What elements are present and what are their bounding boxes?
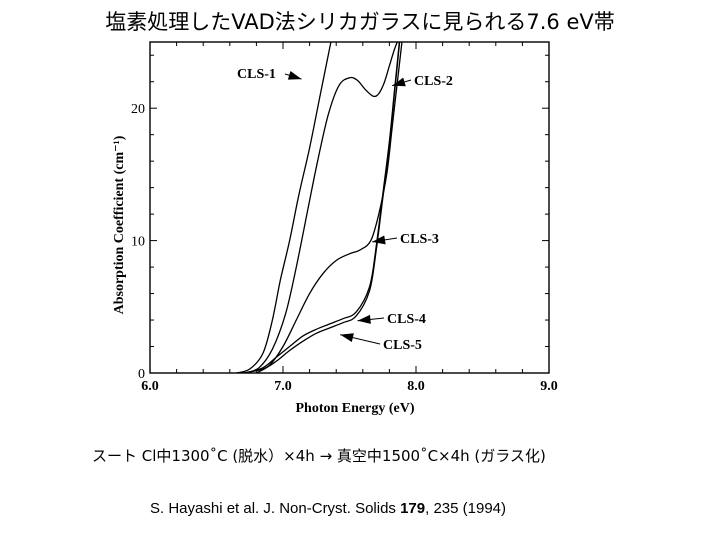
- series-line-cls-2: [245, 42, 398, 373]
- series-line-cls-4: [245, 42, 401, 373]
- series-group: [236, 42, 403, 373]
- y-axis-label: Absorption Coefficient (cm⁻¹): [112, 135, 127, 314]
- annotation-label: CLS-2: [414, 74, 453, 89]
- x-tick-label: 7.0: [274, 379, 292, 394]
- y-tick-label: 20: [131, 102, 145, 117]
- x-tick-label: 6.0: [141, 379, 159, 394]
- annotation-arrowhead: [357, 314, 371, 324]
- y-tick-label: 0: [138, 367, 145, 382]
- annotation-arrowhead: [392, 77, 406, 87]
- y-tick-label: 10: [131, 235, 145, 250]
- series-line-cls-3: [256, 42, 403, 373]
- citation-authors: S. Hayashi et al. J. Non-Cryst. Solids: [150, 500, 401, 517]
- x-axis-label: Photon Energy (eV): [296, 401, 415, 416]
- annotation-arrowhead: [287, 70, 302, 80]
- citation: S. Hayashi et al. J. Non-Cryst. Solids 1…: [150, 500, 506, 517]
- annotation-label: CLS-1: [237, 67, 276, 82]
- x-tick-label: 9.0: [540, 379, 558, 394]
- annotation-arrowhead: [340, 333, 354, 342]
- slide-title: 塩素処理したVAD法シリカガラスに見られる7.6 eV帯: [105, 10, 615, 34]
- series-line-cls-5: [242, 42, 401, 373]
- annotation-arrowhead: [372, 235, 386, 245]
- x-tick-label: 8.0: [407, 379, 425, 394]
- series-line-cls-1: [236, 42, 332, 373]
- plot-frame: [149, 41, 550, 374]
- citation-volume: 179: [400, 500, 426, 517]
- citation-pages: , 235 (1994): [425, 500, 507, 517]
- annotation-label: CLS-5: [383, 338, 422, 353]
- caption: スート Cl中1300˚C (脱水）×4h → 真空中1500˚C×4h (ガラ…: [92, 447, 546, 465]
- annotation-label: CLS-4: [387, 312, 426, 327]
- annotation-label: CLS-3: [400, 232, 439, 247]
